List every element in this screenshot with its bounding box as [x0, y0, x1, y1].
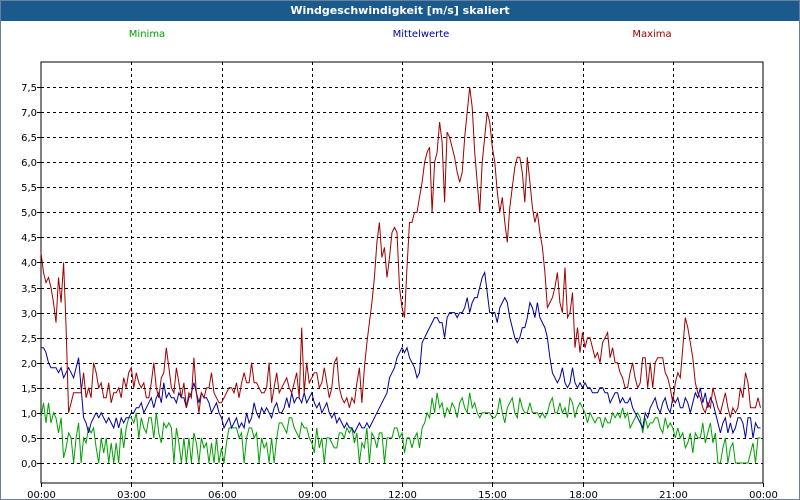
- legend: Minima Mittelwerte Maxima: [129, 29, 672, 40]
- y-tick-label: 6,5: [21, 133, 37, 144]
- y-tick-label: 7,0: [21, 108, 37, 119]
- x-tick-time: 00:00: [749, 490, 778, 498]
- x-tick-time: 00:00: [27, 490, 56, 498]
- y-tick-label: 5,5: [21, 183, 37, 194]
- axes: 0,0 0,5 1,0 1,5 2,0 2,5 3,0 3,5 4,0 4,5 5,0 5,5 6,0 6…: [21, 83, 778, 498]
- legend-minima: Minima: [129, 29, 165, 40]
- x-tick-time: 06:00: [208, 490, 237, 498]
- series-line-maxima: [40, 87, 761, 418]
- x-tick-time: 15:00: [478, 490, 507, 498]
- x-tick-time: 18:00: [569, 490, 598, 498]
- window-title: Windgeschwindigkeit [m/s] skaliert: [1, 1, 799, 21]
- legend-maxima: Maxima: [632, 29, 671, 40]
- y-tick-label: 1,0: [21, 409, 37, 420]
- series-line-mittelwerte: [41, 270, 761, 438]
- y-tick-label: 0,5: [21, 434, 37, 445]
- x-tick-time: 21:00: [659, 490, 688, 498]
- y-tick-label: 0,0: [21, 459, 37, 470]
- y-tick-label: 3,0: [21, 309, 37, 320]
- x-tick-time: 12:00: [388, 490, 417, 498]
- y-tick-label: 3,5: [21, 284, 37, 295]
- chart-canvas: 0,0 0,5 1,0 1,5 2,0 2,5 3,0 3,5 4,0 4,5 5,0 5,5 6,0 6…: [21, 29, 778, 498]
- x-tick-time: 09:00: [298, 490, 327, 498]
- grid-lines: [41, 62, 763, 483]
- x-tick-time: 03:00: [117, 490, 146, 498]
- series-line-minima: [40, 392, 761, 464]
- y-tick-label: 4,0: [21, 258, 37, 269]
- y-tick-label: 6,0: [21, 158, 37, 169]
- legend-mittelwerte: Mittelwerte: [393, 29, 450, 40]
- y-tick-label: 2,0: [21, 359, 37, 370]
- y-tick-label: 4,5: [21, 233, 37, 244]
- y-tick-label: 2,5: [21, 334, 37, 345]
- y-tick-label: 5,0: [21, 208, 37, 219]
- y-tick-label: 1,5: [21, 384, 37, 395]
- y-tick-label: 7,5: [21, 83, 37, 94]
- series-layer: [40, 87, 761, 464]
